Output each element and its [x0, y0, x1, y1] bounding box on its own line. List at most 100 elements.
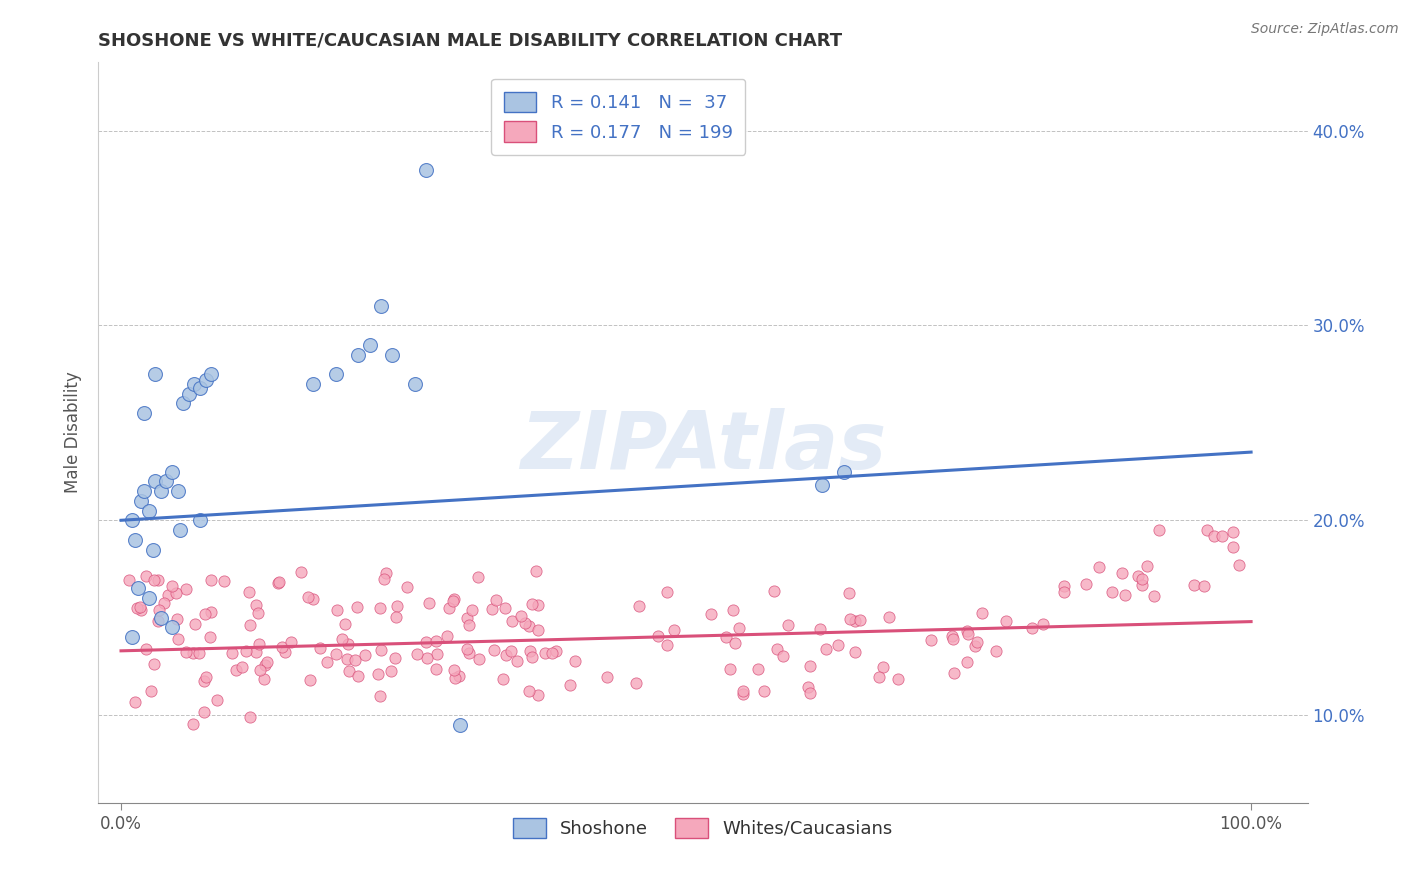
Point: [309, 641, 332, 656]
Point: [346, 599, 368, 614]
Point: [160, 620, 183, 634]
Point: [647, 629, 669, 643]
Point: [544, 643, 567, 657]
Point: [187, 647, 209, 661]
Point: [157, 589, 180, 603]
Point: [733, 687, 755, 701]
Point: [984, 644, 1007, 658]
Point: [330, 632, 353, 647]
Point: [1222, 524, 1244, 539]
Point: [143, 367, 166, 381]
Point: [461, 603, 484, 617]
Point: [520, 650, 543, 665]
Point: [124, 533, 146, 547]
Point: [752, 683, 775, 698]
Point: [188, 513, 211, 527]
Point: [325, 367, 347, 381]
Point: [297, 590, 319, 604]
Point: [1053, 585, 1076, 599]
Point: [942, 632, 965, 647]
Point: [256, 655, 278, 669]
Point: [405, 647, 427, 661]
Point: [149, 611, 172, 625]
Point: [153, 596, 176, 610]
Point: [1143, 589, 1166, 603]
Point: [267, 574, 290, 589]
Point: [415, 635, 437, 649]
Point: [443, 663, 465, 677]
Point: [267, 575, 290, 590]
Point: [718, 662, 741, 676]
Point: [194, 670, 217, 684]
Point: [501, 614, 523, 628]
Point: [799, 686, 821, 700]
Point: [143, 475, 166, 489]
Point: [245, 599, 267, 613]
Point: [747, 662, 769, 676]
Point: [148, 614, 170, 628]
Point: [468, 651, 491, 665]
Point: [118, 573, 141, 587]
Point: [1130, 572, 1153, 586]
Point: [485, 592, 508, 607]
Point: [138, 503, 160, 517]
Point: [520, 597, 543, 611]
Point: [839, 612, 862, 626]
Point: [162, 579, 184, 593]
Point: [198, 630, 221, 644]
Point: [844, 645, 866, 659]
Point: [1130, 577, 1153, 591]
Point: [596, 670, 619, 684]
Point: [121, 630, 143, 644]
Point: [1032, 617, 1054, 632]
Point: [132, 484, 155, 499]
Point: [655, 585, 678, 599]
Point: [527, 623, 550, 637]
Point: [385, 610, 408, 624]
Point: [174, 645, 197, 659]
Point: [347, 348, 370, 362]
Point: [838, 586, 860, 600]
Point: [1227, 558, 1250, 573]
Point: [558, 678, 581, 692]
Point: [716, 630, 738, 644]
Point: [626, 676, 648, 690]
Point: [920, 633, 942, 648]
Point: [290, 565, 312, 579]
Point: [166, 612, 188, 626]
Point: [449, 669, 471, 683]
Point: [253, 672, 276, 686]
Point: [298, 673, 321, 688]
Point: [506, 654, 529, 668]
Point: [375, 566, 398, 581]
Point: [404, 376, 426, 391]
Point: [325, 647, 347, 661]
Point: [458, 646, 481, 660]
Point: [449, 718, 471, 732]
Point: [384, 651, 406, 665]
Point: [994, 614, 1017, 628]
Point: [628, 599, 651, 613]
Point: [344, 653, 367, 667]
Point: [353, 648, 375, 662]
Point: [1101, 585, 1123, 599]
Point: [368, 601, 391, 615]
Point: [963, 639, 986, 653]
Point: [253, 657, 276, 672]
Point: [418, 596, 440, 610]
Point: [181, 716, 204, 731]
Point: [868, 670, 890, 684]
Point: [1211, 529, 1233, 543]
Point: [425, 634, 447, 648]
Point: [247, 637, 270, 651]
Point: [148, 603, 170, 617]
Point: [325, 603, 347, 617]
Point: [526, 688, 548, 702]
Point: [127, 582, 149, 596]
Point: [943, 665, 966, 680]
Point: [135, 642, 157, 657]
Point: [797, 680, 820, 694]
Point: [872, 659, 894, 673]
Point: [1184, 578, 1206, 592]
Point: [245, 645, 267, 659]
